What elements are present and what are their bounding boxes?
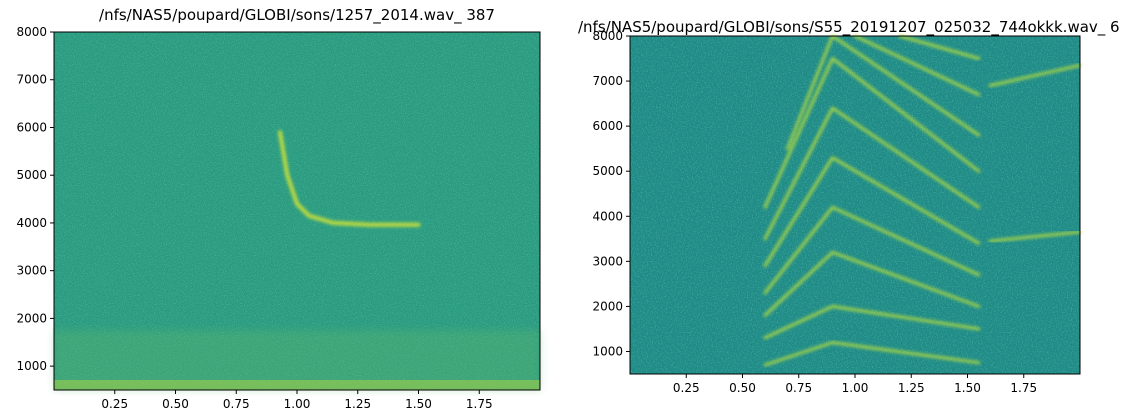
chart-1-title: /nfs/NAS5/poupard/GLOBI/sons/1257_2014.w… [99,6,495,25]
chart-2-plot-area [630,26,1082,384]
chart-2-x-tick-label: 1.25 [898,381,925,395]
chart-2-y-tick-label: 8000 [592,29,623,43]
chart-2-title: /nfs/NAS5/poupard/GLOBI/sons/S55_2019120… [578,18,1120,37]
chart-2-y-tick-label: 5000 [592,164,623,178]
chart-2-harmonic-7 [763,106,981,241]
chart-1-x-tick-label: 1.25 [344,397,371,411]
chart-1-y-tick-label: 5000 [16,168,47,182]
chart-2-y-axis: 1000 2000 3000 4000 5000 6000 7000 8000 [592,29,630,358]
chart-2-x-axis: 0.25 0.50 0.75 1.00 1.25 1.50 1.75 [673,374,1037,395]
chart-2-x-tick-label: 0.75 [785,381,812,395]
chart-1-y-tick-label: 6000 [16,120,47,134]
chart-1-x-tick-label: 0.50 [162,397,189,411]
chart-2-harmonic-10 [853,34,981,97]
chart-1-whistle-0 [278,130,421,227]
chart-2-y-tick-label: 1000 [592,344,623,358]
chart-2-y-tick-label: 7000 [592,74,623,88]
chart-1-x-tick-label: 0.75 [223,397,250,411]
chart-1-features [52,130,542,387]
chart-1-bottom-band [54,380,540,390]
chart-1-x-axis: 0.25 0.50 0.75 1.00 1.25 1.50 1.75 [101,390,493,411]
spectrogram-2: /nfs/NAS5/poupard/GLOBI/sons/S55_2019120… [578,18,1120,395]
spectrogram-1: /nfs/NAS5/poupard/GLOBI/sons/1257_2014.w… [16,6,542,411]
chart-1-x-tick-label: 0.25 [101,397,128,411]
chart-1-x-tick-label: 1.75 [466,397,493,411]
chart-1-y-tick-label: 8000 [16,25,47,39]
chart-1-y-tick-label: 7000 [16,73,47,87]
chart-2-y-tick-label: 6000 [592,119,623,133]
chart-2-harmonic-13 [988,63,1082,88]
chart-2-harmonic-2 [763,341,981,367]
chart-1-y-tick-label: 4000 [16,216,47,230]
chart-2-harmonic-6 [763,156,981,268]
chart-2-harmonic-5 [763,205,981,295]
chart-2-y-tick-label: 3000 [592,254,623,268]
chart-1-y-tick-label: 2000 [16,311,47,325]
chart-1-x-tick-label: 1.50 [405,397,432,411]
chart-2-harmonic-8 [763,57,981,209]
chart-2-y-tick-label: 2000 [592,299,623,313]
chart-1-y-tick-label: 3000 [16,264,47,278]
chart-2-x-tick-label: 1.00 [842,381,869,395]
chart-2-y-tick-label: 4000 [592,209,623,223]
chart-2-x-tick-label: 1.50 [954,381,981,395]
chart-2-features [751,26,1082,384]
chart-2-x-tick-label: 1.75 [1010,381,1037,395]
chart-1-y-tick-label: 1000 [16,359,47,373]
chart-2-harmonic-4 [763,250,981,317]
chart-2-x-tick-label: 0.50 [729,381,756,395]
chart-2-harmonic-11 [898,34,981,60]
chart-2-x-tick-label: 0.25 [673,381,700,395]
chart-2-noise [630,36,1080,374]
chart-1-x-tick-label: 1.00 [284,397,311,411]
chart-1-plot-area [52,32,542,390]
chart-2-harmonic-12 [988,230,1082,243]
chart-1-y-axis: 1000 2000 3000 4000 5000 6000 7000 8000 [16,25,54,373]
chart-2-harmonic-3 [763,304,981,340]
